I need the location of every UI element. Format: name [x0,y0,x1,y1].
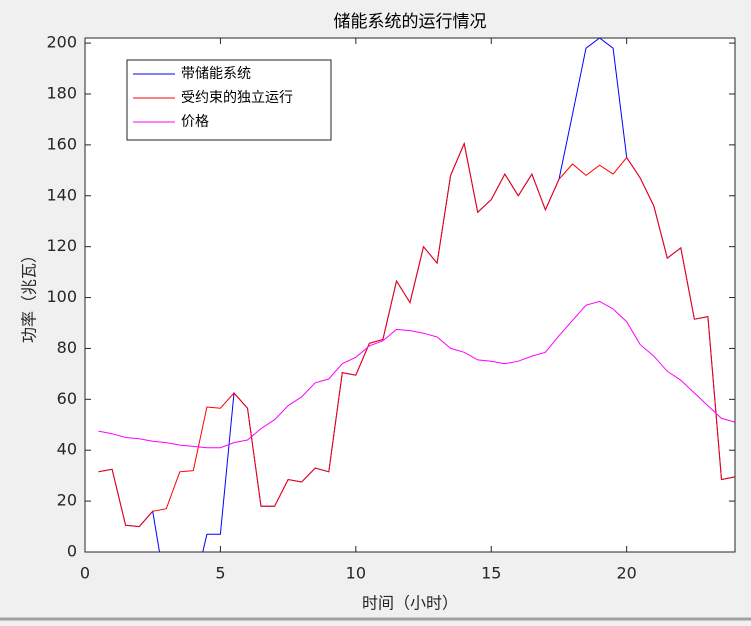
y-axis-label: 功率（兆瓦） [20,247,39,343]
y-tick-label: 200 [46,33,77,52]
y-tick-label: 180 [46,83,77,102]
y-tick-label: 40 [57,440,77,459]
y-tick-label: 160 [46,134,77,153]
y-tick-label: 20 [57,491,77,510]
x-tick-label: 20 [616,564,636,583]
y-tick-label: 0 [67,542,77,561]
x-axis-label: 时间（小时） [362,594,458,613]
axes-box [84,37,736,553]
y-tick-label: 100 [46,287,77,306]
x-tick-label: 5 [215,564,225,583]
series-line [98,300,735,449]
y-tick-label: 140 [46,185,77,204]
legend-label: 受约束的独立运行 [181,90,293,106]
chart-title: 储能系统的运行情况 [334,12,487,32]
y-tick-label: 120 [46,236,77,255]
legend-box [126,59,332,141]
x-tick-label: 10 [346,564,366,583]
y-tick-label: 60 [57,389,77,408]
legend-label: 价格 [181,114,209,130]
x-tick-label: 0 [80,564,90,583]
y-tick-label: 80 [57,338,77,357]
series-line [98,141,735,528]
x-tick-label: 15 [481,564,501,583]
legend-label: 带储能系统 [181,66,251,82]
plot-lines [98,38,735,552]
